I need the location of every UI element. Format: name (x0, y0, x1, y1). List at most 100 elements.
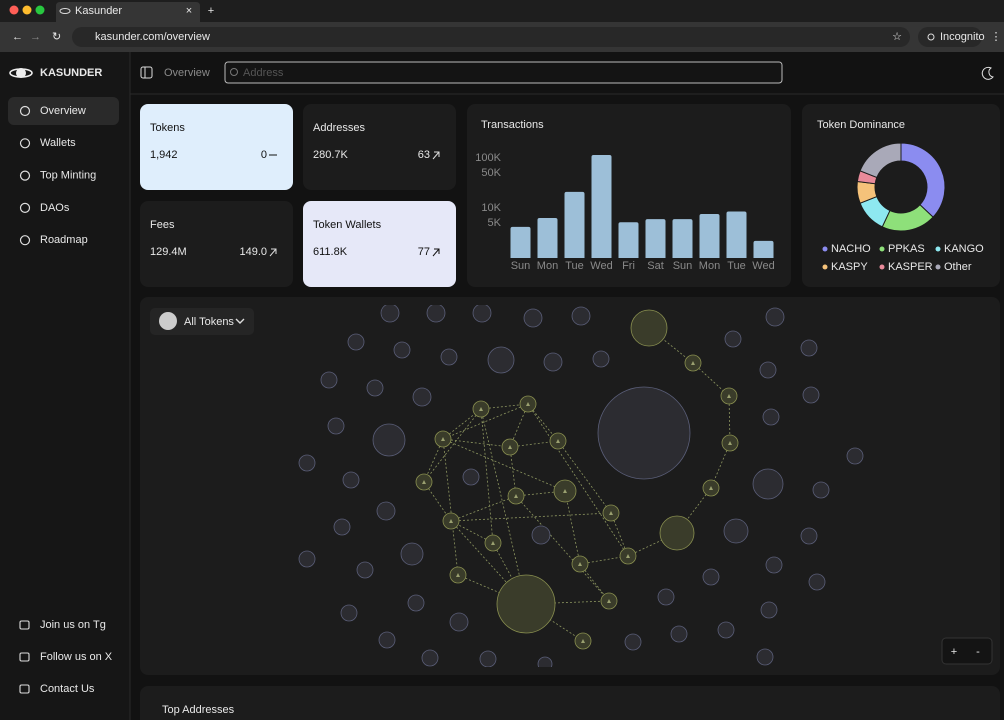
graph-node[interactable] (812, 481, 830, 499)
sidebar-toggle[interactable] (140, 66, 153, 79)
graph-node[interactable] (400, 542, 424, 566)
zoom-in[interactable]: + (951, 646, 957, 658)
back[interactable]: ← (12, 31, 23, 43)
menu[interactable]: ⋮ (991, 31, 1002, 43)
token-node[interactable] (659, 515, 695, 551)
graph-node[interactable] (462, 468, 480, 486)
graph-node[interactable] (571, 306, 591, 326)
graph-node[interactable] (702, 568, 720, 586)
node-arrow (508, 445, 512, 449)
graph-node[interactable] (531, 525, 551, 545)
nav-item[interactable]: Overview (40, 105, 86, 117)
graph-node[interactable] (800, 339, 818, 357)
graph-node[interactable] (759, 361, 777, 379)
y-tick-label: 100K (475, 152, 501, 164)
search[interactable] (224, 61, 783, 84)
bookmark[interactable]: ☆ (892, 31, 902, 43)
forward[interactable]: → (30, 31, 41, 43)
graph-node[interactable] (670, 625, 688, 643)
graph-node[interactable] (846, 447, 864, 465)
network (298, 304, 864, 671)
minimize-dot[interactable] (22, 5, 32, 15)
graph-node[interactable] (762, 408, 780, 426)
graph-node[interactable] (756, 648, 774, 666)
graph-node[interactable] (487, 346, 515, 374)
graph-node[interactable] (479, 650, 497, 667)
y-tick-label: 10K (481, 202, 501, 214)
nav-item[interactable]: DAOs (40, 202, 70, 214)
nav-icon (19, 202, 31, 213)
graph-node[interactable] (378, 631, 396, 649)
graph-node[interactable] (376, 501, 396, 521)
logo (16, 68, 26, 78)
node-arrow (581, 639, 585, 643)
graph-node[interactable] (472, 304, 492, 323)
tab-close[interactable]: × (186, 5, 192, 17)
footer-link[interactable]: Contact Us (40, 683, 95, 695)
graph-node[interactable] (298, 454, 316, 472)
x-tick-label: Tue (565, 260, 584, 272)
graph-node[interactable] (808, 573, 826, 591)
graph-node[interactable] (342, 471, 360, 489)
graph-node[interactable] (752, 468, 784, 500)
graph-node[interactable] (624, 633, 642, 651)
incognito-pill[interactable] (918, 27, 982, 47)
graph-node[interactable] (327, 417, 345, 435)
graph-node[interactable] (765, 556, 783, 574)
token-filter[interactable] (150, 308, 254, 335)
node-arrow (578, 562, 582, 566)
zoom-dot[interactable] (35, 5, 45, 15)
stat-value: 611.8K (313, 246, 348, 258)
theme-toggle[interactable] (981, 66, 994, 80)
graph-node[interactable] (717, 621, 735, 639)
graph-node[interactable] (426, 304, 446, 323)
graph-node[interactable] (298, 550, 316, 568)
address-bar[interactable] (72, 27, 910, 47)
graph-node[interactable] (800, 527, 818, 545)
graph-node[interactable] (333, 518, 351, 536)
close-dot[interactable] (9, 5, 19, 15)
graph-node[interactable] (802, 386, 820, 404)
graph-node[interactable] (340, 604, 358, 622)
graph-node[interactable] (543, 352, 563, 372)
graph-node[interactable] (657, 588, 675, 606)
graph-node[interactable] (523, 308, 543, 328)
graph-node[interactable] (412, 387, 432, 407)
graph-node[interactable] (421, 649, 439, 667)
stat-card (303, 104, 456, 190)
bar (645, 219, 666, 258)
nav-item[interactable]: Roadmap (40, 234, 88, 246)
graph-node[interactable] (592, 350, 610, 368)
reload[interactable]: ↻ (52, 31, 61, 43)
graph-node[interactable] (760, 601, 778, 619)
graph-node[interactable] (449, 612, 469, 632)
graph-node[interactable] (724, 330, 742, 348)
stat-change: 77 (418, 246, 430, 258)
new-tab[interactable]: + (208, 5, 214, 17)
zoom-out[interactable]: - (976, 646, 980, 658)
graph-node[interactable] (380, 304, 400, 323)
graph-node[interactable] (723, 518, 749, 544)
graph-node[interactable] (393, 341, 411, 359)
nav-item[interactable]: Wallets (40, 137, 76, 149)
token-node[interactable] (630, 309, 668, 347)
graph-node[interactable] (347, 333, 365, 351)
nav-item[interactable]: Top Minting (40, 170, 96, 182)
graph-node[interactable] (537, 656, 553, 671)
graph-node[interactable] (320, 371, 338, 389)
tab[interactable] (56, 2, 200, 22)
graph-node[interactable] (440, 348, 458, 366)
breadcrumb: Overview (164, 67, 210, 79)
graph-node[interactable] (366, 379, 384, 397)
stat-label: Fees (150, 219, 175, 231)
footer-link[interactable]: Join us on Tg (40, 619, 106, 631)
graph-node[interactable] (597, 386, 691, 480)
token-node[interactable] (496, 574, 556, 634)
zoom-controls (941, 637, 993, 665)
graph-node[interactable] (765, 307, 785, 327)
footer-link[interactable]: Follow us on X (40, 651, 113, 663)
graph-node[interactable] (356, 561, 374, 579)
graph-node[interactable] (407, 594, 425, 612)
graph-node[interactable] (372, 423, 406, 457)
y-tick-label: 50K (481, 167, 501, 179)
